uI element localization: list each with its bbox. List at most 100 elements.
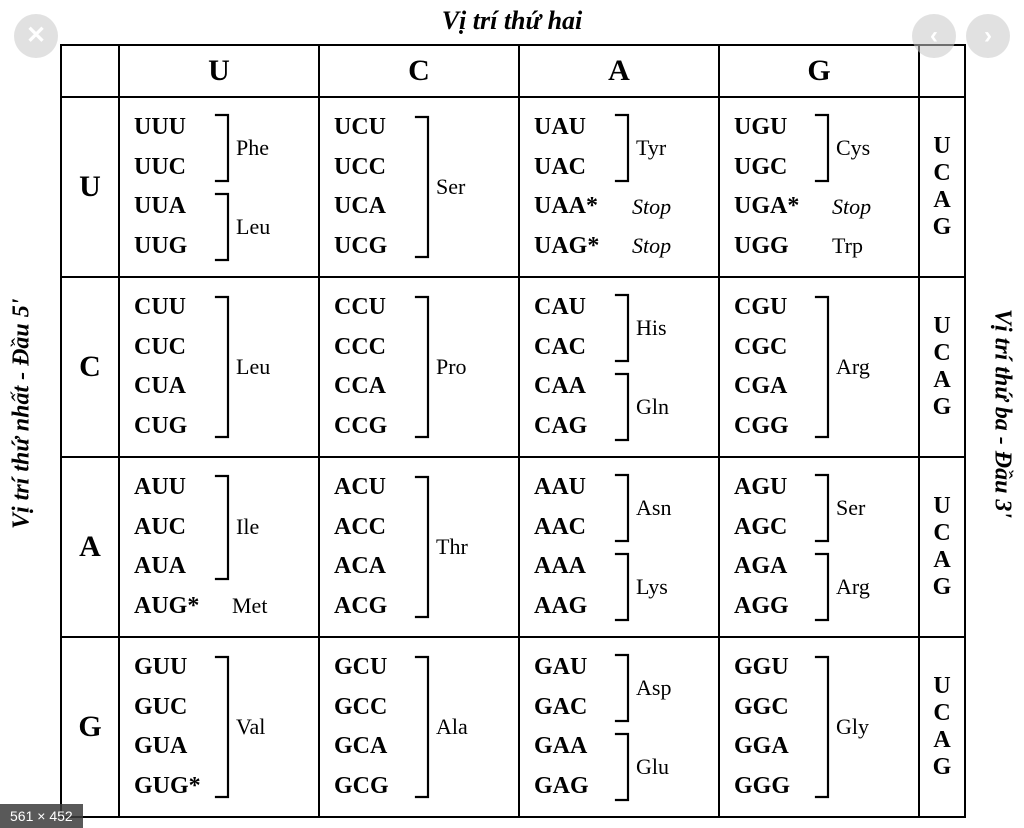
codon: UUU xyxy=(134,109,210,146)
stop-codon-label: Stop xyxy=(814,194,871,220)
first-position-cell: G xyxy=(61,637,119,817)
amino-acid-column: Asp Glu xyxy=(610,648,710,806)
first-position-cell: C xyxy=(61,277,119,457)
third-position-cell: UCAG xyxy=(919,277,965,457)
header-blank-left xyxy=(61,45,119,97)
codon-table-stage: Vị trí thứ hai Vị trí thứ nhất - Đầu 5' … xyxy=(0,0,1024,828)
prev-button[interactable]: ‹ xyxy=(912,14,956,58)
codon-cell: UUUUUCUUAUUG Phe Leu xyxy=(119,97,319,277)
codon-cell: CUUCUCCUACUG Leu xyxy=(119,277,319,457)
codon: CAG xyxy=(534,408,610,445)
close-button[interactable]: ✕ xyxy=(14,14,58,58)
table-row: CCUUCUCCUACUG LeuCCUCCCCCACCG ProCAUCACC… xyxy=(61,277,965,457)
amino-acid-label: Gln xyxy=(632,394,669,420)
codon: GUC xyxy=(134,689,210,726)
codon-cell: GGUGGCGGAGGG Gly xyxy=(719,637,919,817)
amino-acid-label: Tyr xyxy=(632,135,666,161)
codon: UGG xyxy=(734,228,810,265)
bracket-icon xyxy=(814,471,832,545)
codon: CCC xyxy=(334,329,410,366)
next-button[interactable]: › xyxy=(966,14,1010,58)
stop-codon-label: Stop xyxy=(614,194,671,220)
first-position-cell: A xyxy=(61,457,119,637)
codon: AGA xyxy=(734,548,810,585)
codon: UCC xyxy=(334,149,410,186)
header-col-C: C xyxy=(319,45,519,97)
codon: AAC xyxy=(534,509,610,546)
bracket-icon xyxy=(614,471,632,545)
amino-acid-column: Thr xyxy=(410,468,510,626)
codon-cell: GCUGCCGCAGCG Ala xyxy=(319,637,519,817)
bracket-icon xyxy=(614,370,632,444)
bracket-icon xyxy=(214,472,232,583)
codon: GGG xyxy=(734,768,810,805)
table-row: UUUUUUCUUAUUG Phe LeuUCUUCCUCAUCG SerUAU… xyxy=(61,97,965,277)
amino-acid-group: Leu xyxy=(214,288,310,446)
title-second-position: Vị trí thứ hai xyxy=(0,6,1024,36)
amino-acid-group: Ser xyxy=(414,108,510,266)
codon-list: UAUUACUAA*UAG* xyxy=(534,108,610,266)
codon: UAC xyxy=(534,149,610,186)
third-position-base: A xyxy=(920,367,964,394)
title-third-position: Vị trí thứ ba - Đầu 3' xyxy=(982,0,1022,828)
codon: UCU xyxy=(334,109,410,146)
amino-acid-column: Ala xyxy=(410,648,510,806)
header-col-G: G xyxy=(719,45,919,97)
codon-cell: AAUAACAAAAAG Asn Lys xyxy=(519,457,719,637)
codon-list: CUUCUCCUACUG xyxy=(134,288,210,446)
codon-cell: AUUAUCAUAAUG* IleMet xyxy=(119,457,319,637)
bracket-icon xyxy=(814,293,832,441)
amino-acid-group: Gln xyxy=(614,367,710,446)
amino-acid-group: Gly xyxy=(814,648,910,806)
codon: GAC xyxy=(534,689,610,726)
codon: CCA xyxy=(334,368,410,405)
amino-acid-label: Ser xyxy=(832,495,865,521)
codon: GUG* xyxy=(134,768,210,805)
codon: AGC xyxy=(734,509,810,546)
codon-list: GGUGGCGGAGGG xyxy=(734,648,810,806)
amino-acid-group: His xyxy=(614,288,710,367)
codon: AUG* xyxy=(134,588,210,625)
codon: ACC xyxy=(334,509,410,546)
amino-acid-label: Met xyxy=(214,593,267,619)
third-position-base: U xyxy=(920,673,964,700)
codon: AAA xyxy=(534,548,610,585)
amino-acid-group: Phe xyxy=(214,108,310,187)
codon: GAA xyxy=(534,728,610,765)
table-row: GGUUGUCGUAGUG* ValGCUGCCGCAGCG AlaGAUGAC… xyxy=(61,637,965,817)
amino-acid-group: Asn xyxy=(614,468,710,547)
amino-acid-group: Ala xyxy=(414,648,510,806)
amino-acid-column: Leu xyxy=(210,288,310,446)
codon-list: GAUGACGAAGAG xyxy=(534,648,610,806)
amino-acid-label: Arg xyxy=(832,574,870,600)
header-col-A: A xyxy=(519,45,719,97)
bracket-icon xyxy=(414,293,432,441)
codon-list: CAUCACCAACAG xyxy=(534,288,610,446)
close-icon: ✕ xyxy=(26,22,46,49)
chevron-left-icon: ‹ xyxy=(930,22,938,49)
third-position-base: G xyxy=(920,754,964,781)
amino-acid-group: Arg xyxy=(814,547,910,626)
bracket-icon xyxy=(214,653,232,801)
codon: UAU xyxy=(534,109,610,146)
codon: GUU xyxy=(134,649,210,686)
codon: CAA xyxy=(534,368,610,405)
codon: CUC xyxy=(134,329,210,366)
amino-acid-column: Gly xyxy=(810,648,910,806)
amino-acid-label: Gly xyxy=(832,714,869,740)
codon: UCG xyxy=(334,228,410,265)
amino-acid-single: Trp xyxy=(814,227,910,267)
third-position-base: C xyxy=(920,340,964,367)
third-position-base: C xyxy=(920,700,964,727)
codon: GCA xyxy=(334,728,410,765)
bracket-icon xyxy=(414,473,432,621)
codon: AUA xyxy=(134,548,210,585)
amino-acid-label: Thr xyxy=(432,534,468,560)
chevron-right-icon: › xyxy=(984,22,992,49)
third-position-base: U xyxy=(920,133,964,160)
bracket-icon xyxy=(614,111,632,185)
amino-acid-single: Met xyxy=(214,587,310,627)
amino-acid-single: Stop xyxy=(614,227,710,267)
bracket-icon xyxy=(614,730,632,804)
third-position-base: A xyxy=(920,187,964,214)
